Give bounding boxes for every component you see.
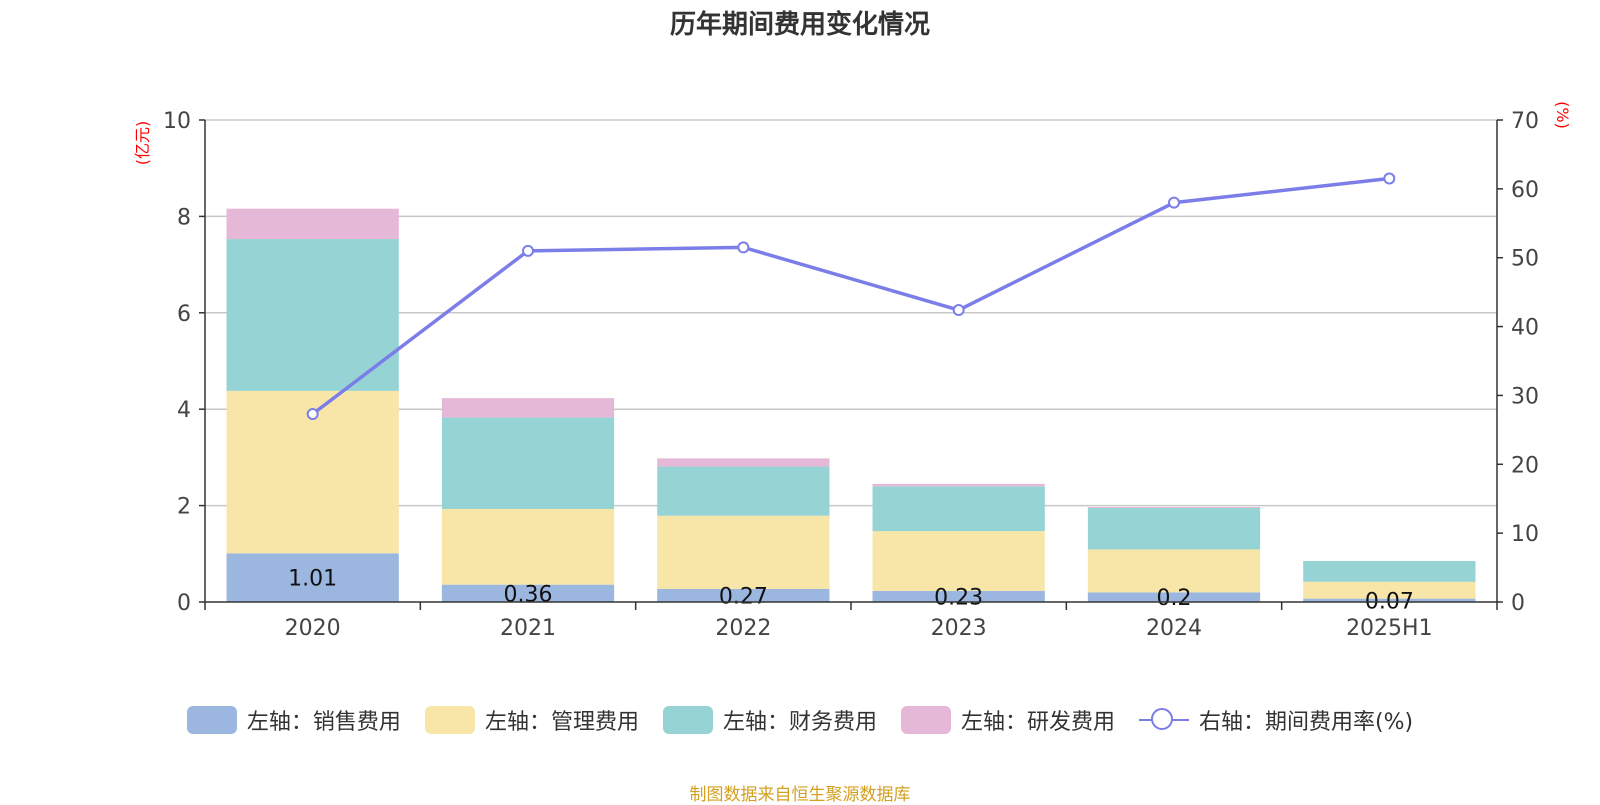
x-tick-label-2021: 2021 bbox=[500, 616, 556, 641]
bar-s2-2021 bbox=[441, 417, 615, 509]
bar-s0-2024 bbox=[1087, 592, 1261, 602]
x-tick-label-2024: 2024 bbox=[1146, 616, 1202, 641]
legend-label-sales: 左轴：销售费用 bbox=[246, 710, 401, 735]
right-tick-label-10: 10 bbox=[1511, 522, 1539, 547]
legend-label-rate: 右轴：期间费用率(%) bbox=[1198, 710, 1414, 735]
x-tick-label-2023: 2023 bbox=[931, 616, 987, 641]
chart-title: 历年期间费用变化情况 bbox=[669, 10, 930, 40]
legend-swatch-sales bbox=[186, 706, 237, 734]
bar-s3-2023 bbox=[872, 483, 1045, 487]
data-label-2022: 0.27 bbox=[719, 584, 768, 609]
bar-s1-2025H1 bbox=[1303, 581, 1476, 599]
x-tick-label-2020: 2020 bbox=[285, 616, 341, 641]
bar-s1-2023 bbox=[872, 531, 1045, 591]
bar-s2-2023 bbox=[872, 486, 1045, 532]
data-label-2021: 0.36 bbox=[504, 582, 553, 607]
bar-s3-2021 bbox=[441, 398, 615, 418]
line-series bbox=[306, 172, 1396, 421]
rate-line bbox=[311, 176, 1390, 416]
x-tick-label-2022: 2022 bbox=[715, 616, 771, 641]
bar-s3-2024 bbox=[1087, 507, 1261, 509]
legend-line-marker-icon bbox=[1138, 706, 1189, 734]
legend-swatch-admin bbox=[424, 706, 475, 734]
legend-item-admin[interactable]: 左轴：管理费用 bbox=[424, 704, 639, 736]
legend-item-sales[interactable]: 左轴：销售费用 bbox=[186, 704, 401, 736]
data-label-2023: 0.23 bbox=[934, 585, 983, 610]
right-tick-label-30: 30 bbox=[1511, 384, 1539, 409]
bar-s0-2020 bbox=[226, 553, 399, 602]
left-axis-unit: (亿元) bbox=[133, 121, 152, 166]
rate-point-2021 bbox=[522, 244, 534, 257]
rate-point-2023 bbox=[952, 304, 965, 317]
bar-s1-2022 bbox=[657, 515, 830, 589]
rate-point-2024 bbox=[1168, 196, 1180, 209]
legend-label-rd: 左轴：研发费用 bbox=[960, 710, 1115, 735]
bar-s2-2020 bbox=[226, 239, 399, 391]
bar-s3-2022 bbox=[657, 458, 830, 467]
bar-s2-2025H1 bbox=[1303, 561, 1476, 582]
left-tick-label-4: 4 bbox=[177, 398, 191, 423]
bar-s1-2021 bbox=[441, 508, 615, 585]
bar-s0-2022 bbox=[657, 588, 830, 602]
bar-s2-2022 bbox=[657, 466, 830, 516]
right-tick-label-20: 20 bbox=[1511, 453, 1539, 478]
bar-s1-2024 bbox=[1087, 549, 1261, 593]
bar-s0-2025H1 bbox=[1303, 598, 1476, 602]
left-tick-label-10: 10 bbox=[163, 109, 191, 134]
legend-item-rd[interactable]: 左轴：研发费用 bbox=[900, 704, 1115, 736]
left-tick-label-6: 6 bbox=[177, 302, 191, 327]
bar-s2-2024 bbox=[1087, 508, 1261, 550]
legend-label-admin: 左轴：管理费用 bbox=[484, 710, 639, 735]
bar-s3-2020 bbox=[226, 208, 399, 240]
rate-point-2020 bbox=[306, 408, 319, 421]
bar-s0-2021 bbox=[441, 584, 615, 602]
left-tick-label-2: 2 bbox=[177, 495, 191, 520]
left-tick-label-8: 8 bbox=[177, 205, 191, 230]
right-tick-label-60: 60 bbox=[1511, 178, 1539, 203]
right-tick-label-70: 70 bbox=[1511, 109, 1539, 134]
legend-swatch-rd bbox=[900, 706, 951, 734]
legend: 左轴：销售费用 左轴：管理费用 左轴：财务费用 左轴：研发费用 右轴：期间费用率… bbox=[0, 700, 1600, 740]
x-tick-label-2025H1: 2025H1 bbox=[1346, 616, 1433, 641]
data-label-2024: 0.2 bbox=[1157, 586, 1192, 611]
right-tick-label-50: 50 bbox=[1511, 247, 1539, 272]
bar-s0-2023 bbox=[872, 590, 1045, 602]
data-labels: 1.010.36 0.27 0.23 0.2 0.07 bbox=[288, 567, 1414, 615]
right-tick-label-40: 40 bbox=[1511, 316, 1539, 341]
legend-item-finance[interactable]: 左轴：财务费用 bbox=[662, 704, 877, 736]
rate-point-2022 bbox=[737, 241, 750, 254]
bar-series bbox=[226, 208, 1476, 602]
source-note: 制图数据来自恒生聚源数据库 bbox=[689, 785, 911, 805]
legend-item-rate[interactable]: 右轴：期间费用率(%) bbox=[1138, 704, 1414, 736]
right-tick-label-0: 0 bbox=[1511, 591, 1525, 616]
left-tick-label-0: 0 bbox=[177, 591, 191, 616]
legend-label-finance: 左轴：财务费用 bbox=[722, 710, 877, 735]
rate-point-2025H1 bbox=[1383, 172, 1396, 185]
axes: 0 2 4 6 8 10 0 10 20 30 40 50 60 70 2020 2021 2022 2023 20… bbox=[163, 109, 1539, 641]
grid-lines bbox=[205, 119, 1497, 507]
data-label-2020: 1.01 bbox=[288, 567, 337, 592]
legend-swatch-finance bbox=[662, 706, 713, 734]
right-axis-unit: (%) bbox=[1553, 101, 1572, 129]
